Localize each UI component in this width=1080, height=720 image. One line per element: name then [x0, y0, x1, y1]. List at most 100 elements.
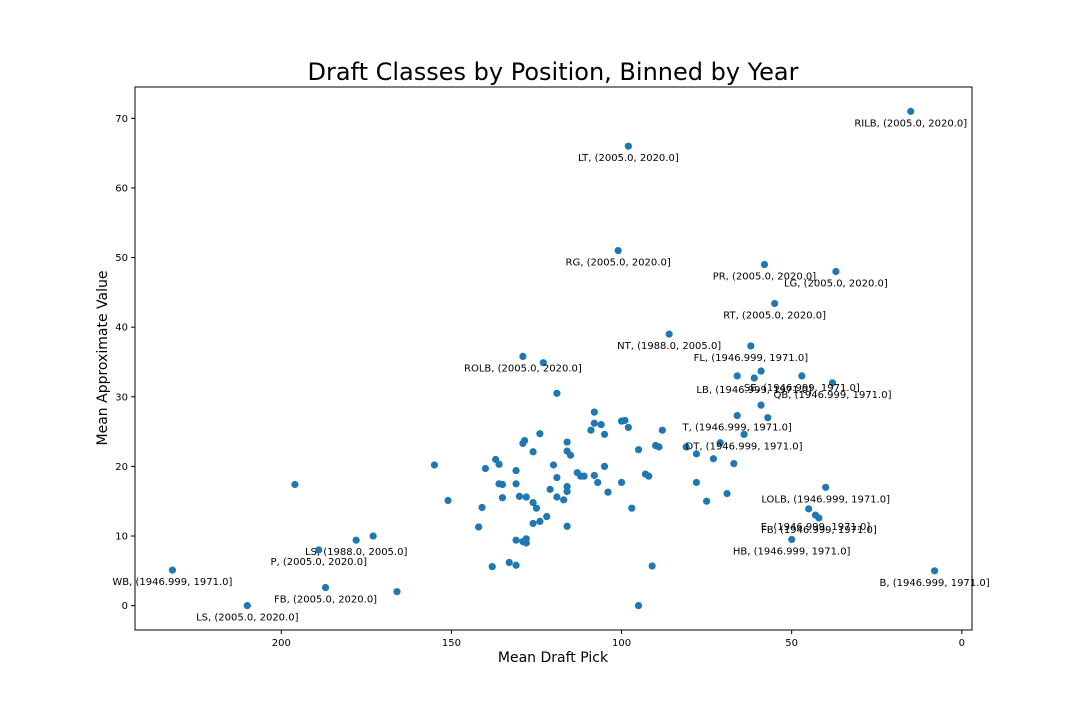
scatter-point	[692, 478, 701, 487]
scatter-point	[563, 522, 571, 530]
scatter-point	[788, 535, 796, 544]
point-annotation: RILB, (2005.0, 2020.0]	[854, 118, 967, 129]
scatter-point	[703, 497, 711, 505]
scatter-point	[798, 372, 806, 380]
x-tick-label: 100	[612, 638, 631, 649]
x-tick-label: 0	[959, 638, 965, 649]
scatter-point	[621, 416, 629, 425]
scatter-point	[495, 460, 503, 468]
scatter-point	[764, 414, 772, 422]
scatter-point	[393, 588, 401, 596]
y-axis: 0 10 20 30 40 50 60 70	[115, 114, 135, 612]
scatter-point	[590, 471, 598, 480]
scatter-point	[815, 514, 823, 522]
point-annotation: B, (1946.999, 1971.0]	[880, 578, 990, 589]
point-annotation: PR, (2005.0, 2020.0]	[713, 272, 817, 283]
point-annotation: FB, (1946.999, 1971.0]	[761, 525, 877, 536]
scatter-point	[369, 532, 377, 540]
scatter-point	[648, 562, 656, 570]
scatter-point	[430, 461, 439, 469]
point-annotation: T, (1946.999, 1971.0]	[682, 423, 792, 434]
scatter-point	[771, 299, 779, 308]
scatter-point	[553, 473, 561, 482]
point-annotation: WB, (1946.999, 1971.0]	[112, 577, 232, 588]
scatter-point	[628, 504, 636, 512]
scatter-point	[529, 448, 537, 456]
x-axis-label: Mean Draft Pick	[498, 650, 609, 666]
scatter-point	[553, 493, 561, 501]
scatter-point	[594, 478, 602, 487]
scatter-point	[634, 446, 643, 454]
scatter-point	[546, 485, 554, 493]
scatter-point	[614, 246, 622, 255]
scatter-point	[747, 342, 755, 350]
scatter-point	[536, 430, 544, 438]
scatter-point	[481, 464, 490, 473]
point-annotation: LB, (1946.999, 1971.0]	[696, 385, 812, 396]
scatter-point	[590, 408, 598, 416]
scatter-point	[723, 489, 731, 498]
scatter-point	[757, 401, 765, 409]
scatter-point	[597, 421, 605, 429]
scatter-point	[522, 493, 530, 501]
scatter-point	[243, 602, 251, 610]
scatter-point	[352, 536, 360, 544]
scatter-point	[624, 142, 632, 150]
scatter-point	[692, 450, 701, 458]
point-annotation: E, (1946.999, 1971.0]	[761, 522, 871, 533]
scatter-point	[536, 517, 544, 526]
y-axis-label: Mean Approximate Value	[95, 271, 111, 446]
scatter-point	[505, 558, 513, 567]
scatter-points	[168, 107, 939, 610]
plot-frame	[134, 86, 973, 631]
scatter-point	[634, 602, 643, 610]
scatter-point	[519, 352, 527, 361]
point-annotation: HB, (1946.999, 1971.0]	[733, 547, 851, 558]
y-tick-label: 10	[115, 532, 128, 543]
scatter-point	[522, 539, 530, 547]
point-annotation: FL, (1946.999, 1971.0]	[694, 353, 809, 364]
point-annotation: DT, (1946.999, 1971.0]	[686, 441, 803, 452]
y-tick-label: 40	[115, 323, 128, 334]
scatter-point	[563, 487, 571, 496]
y-tick-label: 60	[115, 183, 128, 194]
point-annotation: NT, (1988.0, 2005.0]	[617, 341, 721, 352]
scatter-point	[655, 443, 663, 451]
scatter-point	[495, 480, 503, 488]
scatter-point	[682, 443, 690, 451]
scatter-point	[600, 430, 609, 438]
scatter-point	[539, 359, 547, 367]
scatter-point	[529, 519, 537, 528]
point-annotation: LS, (1988.0, 2005.0]	[305, 547, 408, 558]
scatter-point	[709, 455, 718, 463]
scatter-point	[560, 496, 568, 504]
scatter-point	[321, 583, 330, 592]
point-annotation: RG, (2005.0, 2020.0]	[566, 258, 671, 269]
x-axis: 200 150 100 50 0	[272, 630, 965, 649]
scatter-point	[658, 426, 666, 434]
scatter-point	[315, 546, 323, 554]
point-annotation: LT, (2005.0, 2020.0]	[578, 153, 679, 164]
scatter-point	[563, 438, 571, 446]
scatter-point	[645, 472, 653, 480]
scatter-point	[740, 430, 748, 438]
scatter-point	[600, 462, 609, 471]
y-tick-label: 20	[115, 462, 128, 473]
scatter-point	[805, 505, 813, 513]
scatter-point	[828, 379, 837, 387]
scatter-point	[444, 496, 452, 505]
scatter-point	[478, 503, 486, 512]
scatter-point	[553, 389, 561, 397]
scatter-point	[475, 523, 483, 531]
point-annotation: QB, (1946.999, 1971.0]	[774, 390, 892, 401]
scatter-point	[930, 567, 939, 575]
point-annotation: LS, (2005.0, 2020.0]	[196, 613, 299, 624]
chart-title: Draft Classes by Position, Binned by Yea…	[308, 58, 799, 86]
scatter-point	[512, 536, 520, 544]
point-annotation: LG, (2005.0, 2020.0]	[784, 278, 888, 289]
scatter-point	[604, 488, 612, 496]
x-tick-label: 200	[272, 638, 291, 649]
y-tick-label: 70	[115, 114, 128, 125]
scatter-point	[822, 483, 830, 491]
